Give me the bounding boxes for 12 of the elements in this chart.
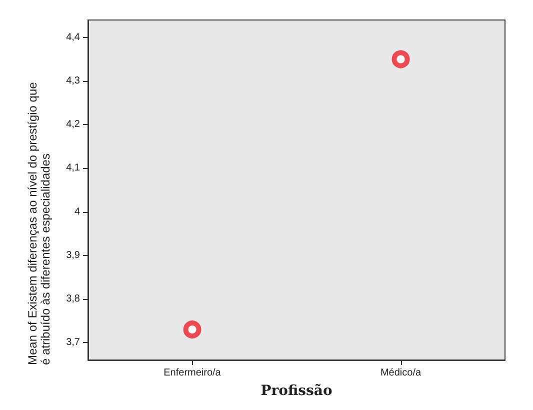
y-tick-label: 3,8: [66, 293, 80, 304]
x-tick-label: Médico/a: [380, 368, 422, 378]
y-tick-label: 4,1: [66, 162, 80, 174]
y-tick-label: 4,2: [66, 119, 80, 130]
x-axis-title: Profissão: [260, 383, 332, 399]
y-tick-label: 4,4: [66, 32, 80, 43]
x-tick-label: Enfermeiro/a: [164, 368, 222, 378]
y-tick-label: 4,3: [66, 76, 80, 87]
y-tick-label: 3,7: [66, 337, 80, 348]
y-axis-title: Mean of Existem diferenças ao nível do prestígio que é atribuído às diferentes especialidades: [26, 78, 52, 365]
y-tick-label: 3,9: [66, 250, 80, 261]
y-tick-label: 4: [74, 206, 80, 218]
